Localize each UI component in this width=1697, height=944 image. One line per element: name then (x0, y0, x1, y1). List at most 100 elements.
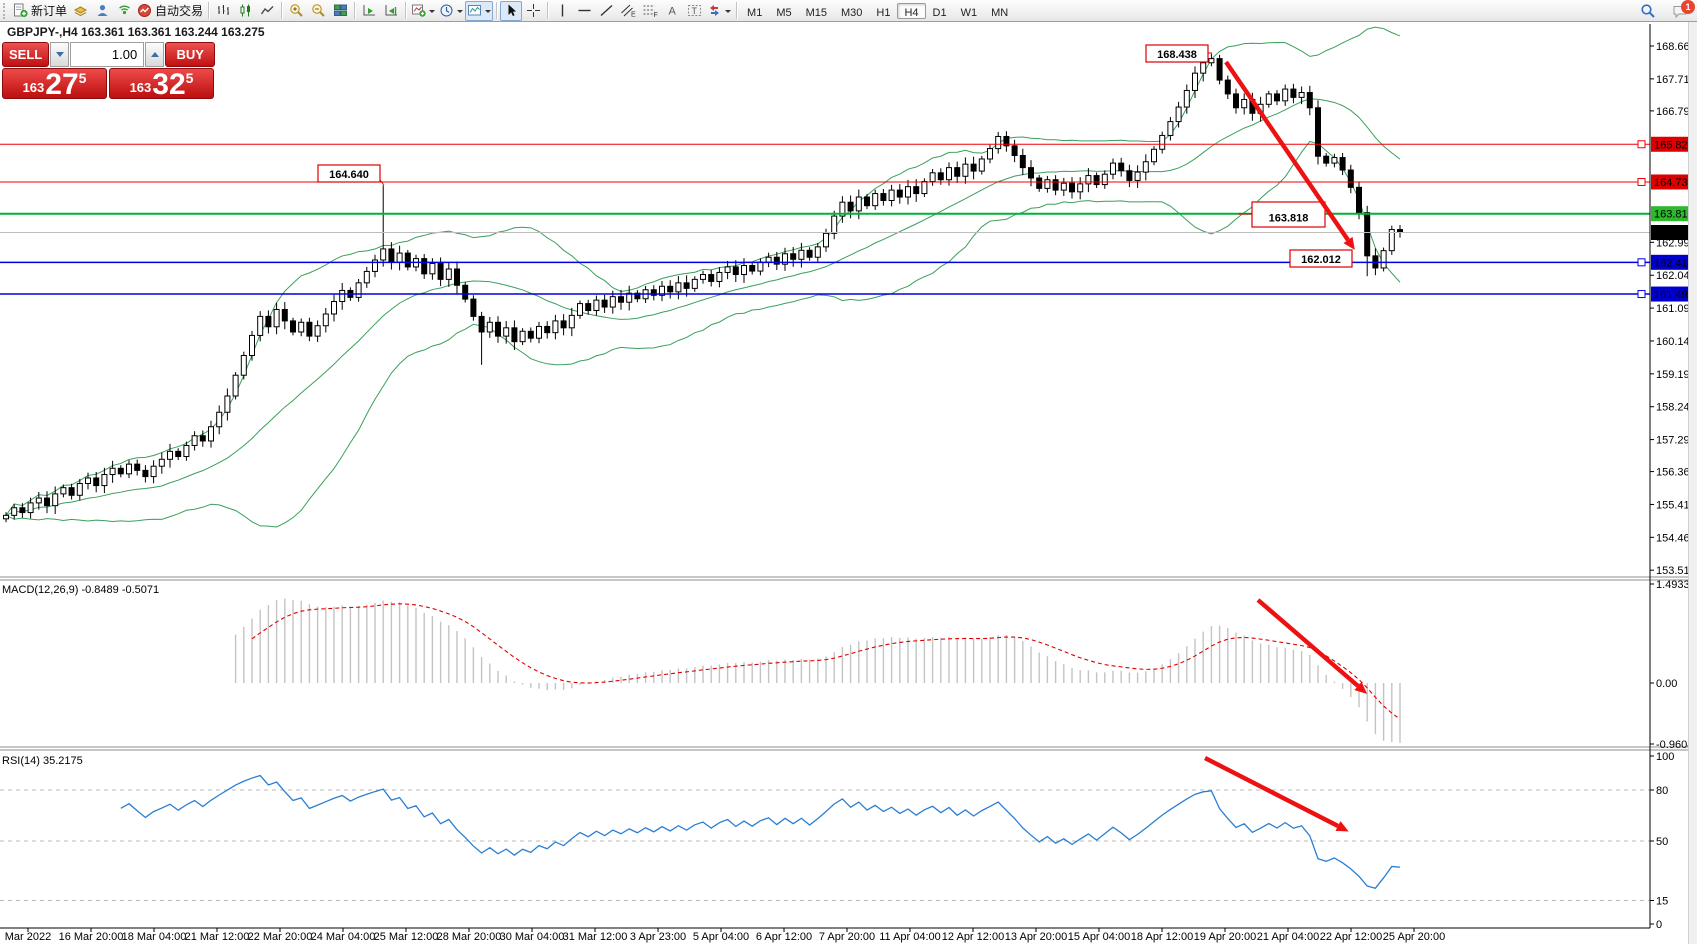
svg-text:158.240: 158.240 (1656, 402, 1696, 414)
timeframe-m5-button[interactable]: M5 (769, 3, 798, 19)
trendline-icon (600, 4, 613, 17)
svg-text:5 Apr 04:00: 5 Apr 04:00 (693, 931, 749, 943)
toolbar-separator (547, 2, 549, 19)
sell-price[interactable]: 163 27 5 (2, 68, 107, 100)
timeframe-h1-button[interactable]: H1 (869, 3, 897, 19)
lot-increase-button[interactable] (145, 42, 165, 67)
timeframe-m1-button[interactable]: M1 (740, 3, 769, 19)
search-button[interactable] (1637, 1, 1659, 21)
fibonacci-tool-button[interactable]: F (639, 1, 661, 21)
svg-text:3 Apr 23:00: 3 Apr 23:00 (630, 931, 686, 943)
svg-text:80: 80 (1656, 785, 1668, 797)
tile-windows-button[interactable] (329, 1, 351, 21)
svg-text:168.665: 168.665 (1656, 41, 1696, 53)
toolbar-separator (208, 2, 210, 19)
horizontal-line-tool-button[interactable] (573, 1, 595, 21)
buy-price[interactable]: 163 32 5 (109, 68, 214, 100)
vertical-line-icon (561, 4, 563, 17)
toolbar-separator (496, 2, 498, 19)
templates-button[interactable] (465, 0, 494, 21)
profile-button[interactable] (91, 1, 113, 21)
trendline-tool-button[interactable] (595, 1, 617, 21)
svg-text:25 Apr 20:00: 25 Apr 20:00 (1383, 931, 1445, 943)
svg-text:28 Mar 20:00: 28 Mar 20:00 (437, 931, 502, 943)
svg-text:12 Apr 12:00: 12 Apr 12:00 (942, 931, 1004, 943)
chevron-down-icon (457, 9, 464, 16)
svg-text:159.190: 159.190 (1656, 369, 1696, 381)
text-tool-button[interactable]: A (661, 1, 683, 21)
horizontal-line-icon (578, 9, 591, 12)
bar-chart-mode-button[interactable] (212, 1, 234, 21)
svg-text:13 Apr 20:00: 13 Apr 20:00 (1005, 931, 1067, 943)
svg-text:F: F (654, 12, 658, 18)
svg-text:25 Mar 12:00: 25 Mar 12:00 (374, 931, 439, 943)
equidistant-channel-tool-button[interactable]: E (617, 1, 639, 21)
zoom-out-button[interactable] (307, 1, 329, 21)
candlestick-mode-button[interactable] (234, 1, 256, 21)
line-chart-icon (260, 6, 273, 15)
auto-scroll-icon (363, 5, 375, 16)
crosshair-icon (526, 4, 540, 17)
trade-panel-controls: SELL BUY (2, 42, 216, 67)
svg-text:168.438: 168.438 (1157, 49, 1197, 61)
svg-text:18 Apr 12:00: 18 Apr 12:00 (1131, 931, 1193, 943)
svg-text:0: 0 (1656, 919, 1662, 931)
crosshair-tool-button[interactable] (522, 1, 544, 21)
periods-button[interactable] (437, 1, 465, 21)
price-chart-canvas[interactable]: 168.438 164.640 163.818 162.012 168.665 167.7… (0, 22, 1697, 944)
svg-text:11 Apr 04:00: 11 Apr 04:00 (879, 931, 941, 943)
lot-size-input[interactable] (70, 42, 145, 67)
lot-decrease-button[interactable] (50, 42, 70, 67)
svg-text:162.413: 162.413 (1654, 257, 1694, 269)
svg-text:0.00: 0.00 (1656, 678, 1677, 690)
svg-text:160.140: 160.140 (1656, 336, 1696, 348)
indicators-button[interactable] (409, 1, 437, 21)
timeframe-h4-button[interactable]: H4 (897, 2, 926, 19)
sell-price-sup: 5 (78, 70, 87, 86)
sell-price-small: 163 (22, 80, 45, 95)
chart-area[interactable]: GBPJPY-,H4 163.361 163.361 163.244 163.2… (0, 22, 1697, 944)
svg-text:19 Apr 20:00: 19 Apr 20:00 (1194, 931, 1256, 943)
cursor-tool-button[interactable] (500, 0, 523, 21)
toolbar-separator (281, 2, 283, 19)
new-order-label: 新订单 (31, 4, 68, 18)
notifications-button[interactable]: 1 (1669, 0, 1695, 20)
fibonacci-icon: F (643, 5, 658, 18)
chevron-down-icon (55, 52, 64, 61)
timeframe-mn-button[interactable]: MN (984, 3, 1015, 19)
text-label-tool-button[interactable]: T (683, 1, 705, 21)
toolbar-grip (3, 2, 8, 19)
new-order-button[interactable]: 新订单 (11, 1, 69, 21)
chart-shift-button[interactable] (380, 1, 402, 21)
svg-text:E: E (631, 12, 636, 19)
timeframe-d1-button[interactable]: D1 (926, 3, 954, 19)
timeframe-m30-button[interactable]: M30 (834, 3, 869, 19)
signal-button[interactable] (113, 1, 135, 21)
sell-button[interactable]: SELL (2, 42, 50, 67)
svg-text:15: 15 (1656, 896, 1668, 908)
svg-text:157.290: 157.290 (1656, 435, 1696, 447)
auto-scroll-button[interactable] (358, 1, 380, 21)
svg-text:15 Apr 04:00: 15 Apr 04:00 (1068, 931, 1130, 943)
auto-trade-label: 自动交易 (155, 4, 204, 18)
buy-button[interactable]: BUY (165, 42, 216, 67)
timeframe-m15-button[interactable]: M15 (799, 3, 834, 19)
vertical-line-tool-button[interactable] (551, 1, 573, 21)
line-chart-mode-button[interactable] (256, 1, 278, 21)
layers-button[interactable] (69, 1, 91, 21)
svg-text:Mar 2022: Mar 2022 (5, 931, 51, 943)
zoom-in-button[interactable] (285, 1, 307, 21)
auto-trade-button[interactable]: 自动交易 (135, 1, 205, 21)
candlestick-icon (240, 4, 250, 17)
quote-header: GBPJPY-,H4 163.361 163.361 163.244 163.2… (7, 25, 265, 39)
svg-text:164.735: 164.735 (1654, 177, 1694, 189)
timeframe-w1-button[interactable]: W1 (954, 3, 985, 19)
chevron-down-icon (485, 9, 492, 16)
trade-panel-prices: 163 27 5 163 32 5 (2, 68, 214, 100)
window-edge (1688, 22, 1697, 944)
chart-shift-icon (385, 5, 397, 16)
svg-text:164.640: 164.640 (329, 169, 369, 181)
svg-text:162.012: 162.012 (1301, 254, 1341, 266)
arrows-tool-button[interactable] (705, 1, 733, 21)
